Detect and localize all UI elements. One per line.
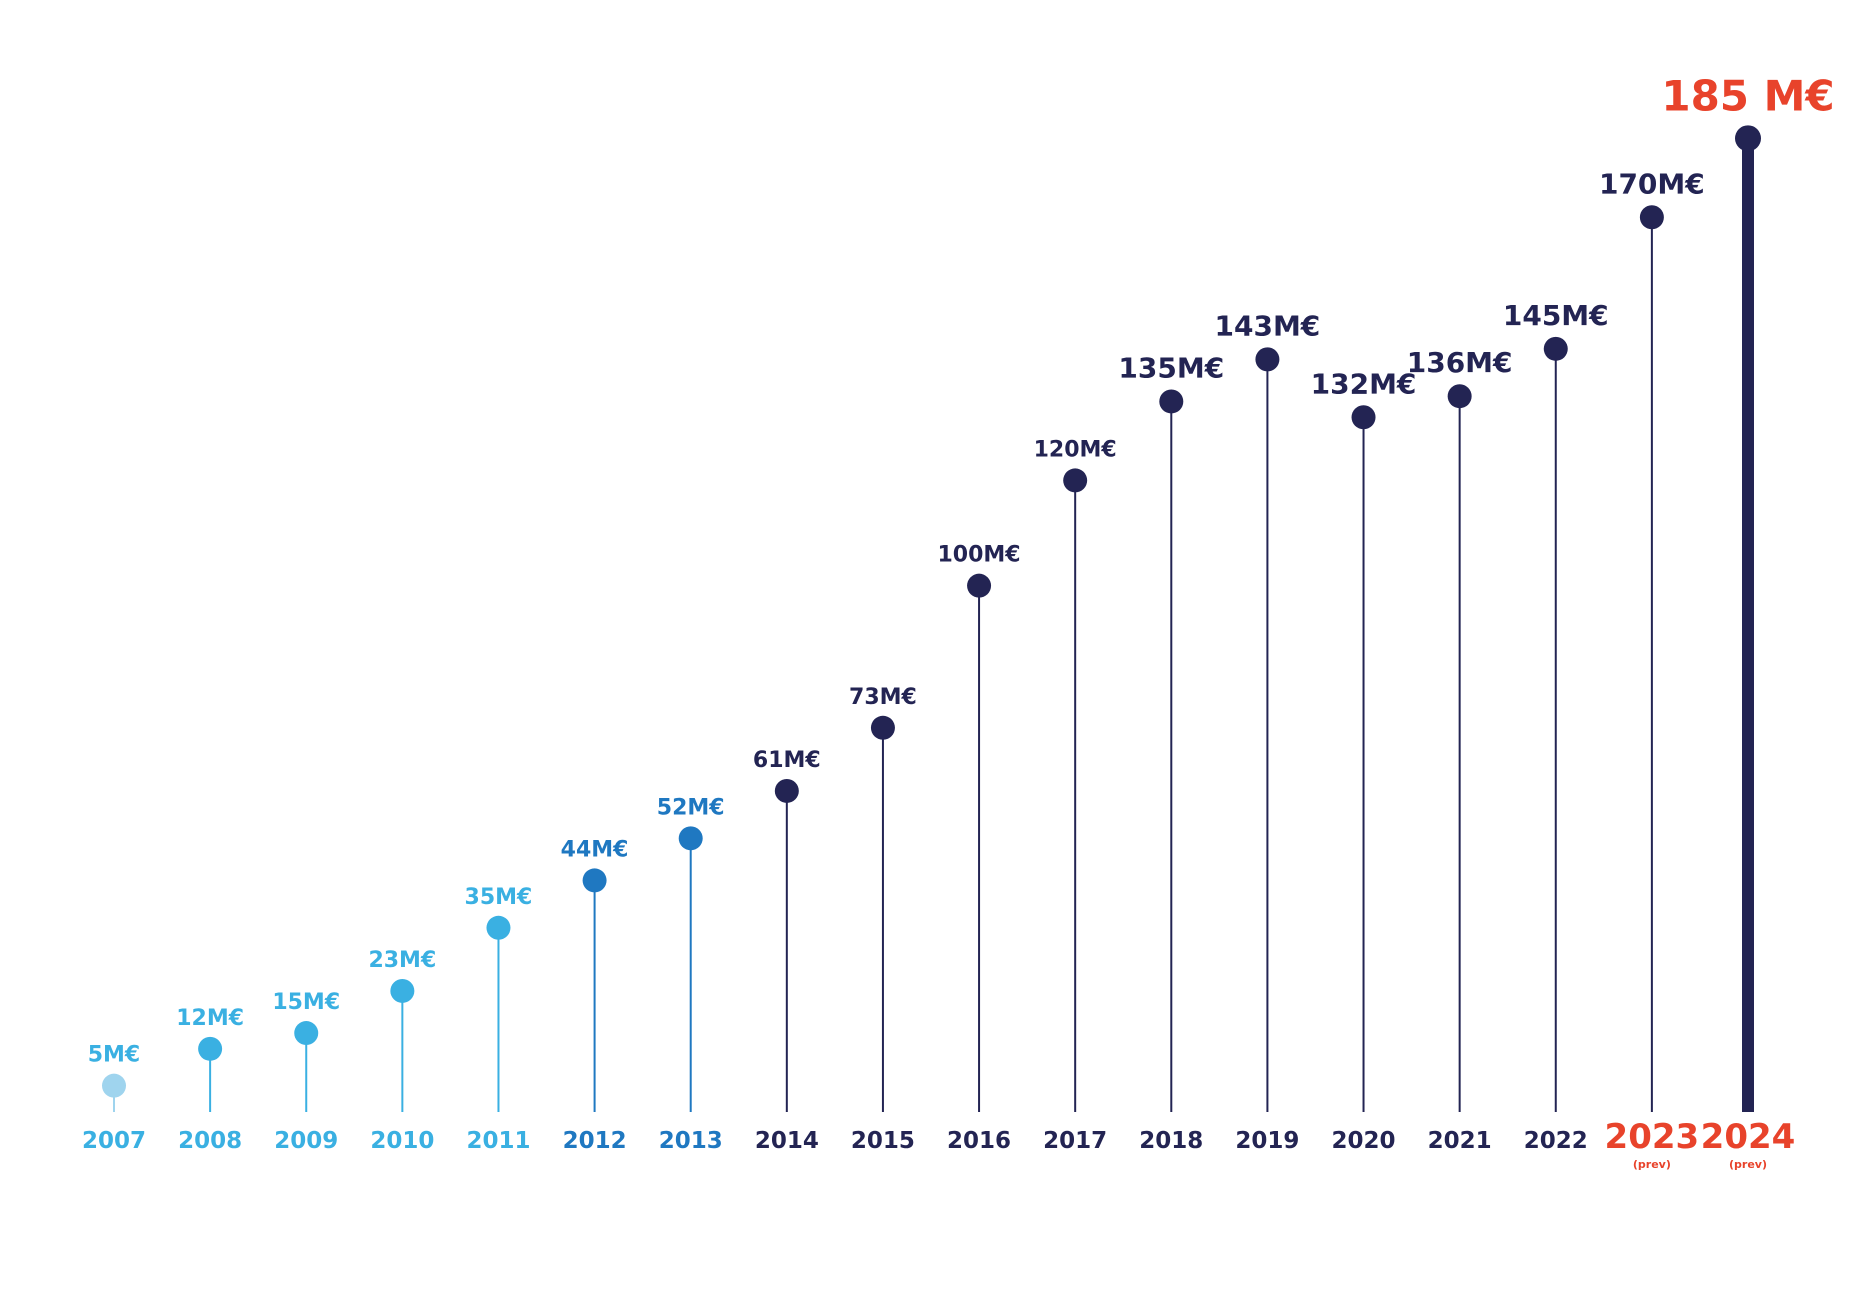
value-label-2013: 52M€ bbox=[657, 795, 725, 820]
year-label-2010: 2010 bbox=[370, 1128, 434, 1154]
year-label-2017: 2017 bbox=[1043, 1128, 1107, 1154]
year-label-2019: 2019 bbox=[1235, 1128, 1299, 1154]
year-label-2024: 2024 bbox=[1701, 1117, 1796, 1157]
value-label-2011: 35M€ bbox=[465, 885, 533, 910]
year-label-2016: 2016 bbox=[947, 1128, 1011, 1154]
year-label-2011: 2011 bbox=[466, 1128, 530, 1154]
value-label-2008: 12M€ bbox=[176, 1006, 244, 1031]
value-label-2009: 15M€ bbox=[272, 990, 340, 1015]
year-label-2018: 2018 bbox=[1139, 1128, 1203, 1154]
dot-2009 bbox=[294, 1021, 319, 1046]
year-label-2022: 2022 bbox=[1524, 1128, 1588, 1154]
dot-2016 bbox=[967, 573, 992, 598]
dot-2007 bbox=[102, 1073, 126, 1098]
dot-2024 bbox=[1735, 125, 1761, 152]
value-label-2012: 44M€ bbox=[561, 837, 629, 862]
sub-label-2024: (prev) bbox=[1729, 1158, 1767, 1171]
value-label-2018: 135M€ bbox=[1118, 351, 1224, 384]
dot-2020 bbox=[1351, 405, 1376, 430]
dot-2021 bbox=[1447, 384, 1472, 409]
dot-2018 bbox=[1159, 389, 1184, 414]
value-label-2016: 100M€ bbox=[937, 543, 1020, 568]
year-label-2007: 2007 bbox=[82, 1128, 146, 1154]
year-label-2015: 2015 bbox=[851, 1128, 915, 1154]
year-label-2023: 2023 bbox=[1605, 1117, 1700, 1157]
dot-2011 bbox=[486, 915, 511, 940]
value-label-2021: 136M€ bbox=[1407, 346, 1513, 379]
value-label-2019: 143M€ bbox=[1215, 309, 1321, 342]
year-label-2014: 2014 bbox=[755, 1128, 819, 1154]
year-label-2012: 2012 bbox=[563, 1128, 627, 1154]
value-label-2022: 145M€ bbox=[1503, 299, 1609, 332]
dot-2013 bbox=[678, 826, 703, 851]
dot-2022 bbox=[1543, 336, 1568, 361]
value-label-2015: 73M€ bbox=[849, 685, 917, 710]
value-label-2020: 132M€ bbox=[1311, 367, 1417, 400]
year-label-2009: 2009 bbox=[274, 1128, 338, 1154]
value-label-2007: 5M€ bbox=[88, 1043, 141, 1068]
value-label-2010: 23M€ bbox=[368, 948, 436, 973]
year-label-2008: 2008 bbox=[178, 1128, 242, 1154]
year-label-2013: 2013 bbox=[659, 1128, 723, 1154]
value-label-2017: 120M€ bbox=[1034, 437, 1117, 462]
dot-2010 bbox=[390, 978, 415, 1003]
dot-2015 bbox=[870, 715, 895, 740]
value-label-2014: 61M€ bbox=[753, 748, 821, 773]
year-label-2021: 2021 bbox=[1428, 1128, 1492, 1154]
sub-label-2023: (prev) bbox=[1633, 1158, 1671, 1171]
value-label-2024: 185 M€ bbox=[1661, 71, 1834, 120]
dot-2017 bbox=[1063, 468, 1088, 493]
dot-2012 bbox=[582, 868, 607, 893]
year-label-2020: 2020 bbox=[1332, 1128, 1396, 1154]
dot-2008 bbox=[198, 1036, 223, 1061]
dot-2014 bbox=[774, 778, 799, 803]
value-label-2023: 170M€ bbox=[1599, 167, 1705, 200]
dot-2019 bbox=[1255, 347, 1280, 372]
dot-2023 bbox=[1639, 205, 1664, 230]
